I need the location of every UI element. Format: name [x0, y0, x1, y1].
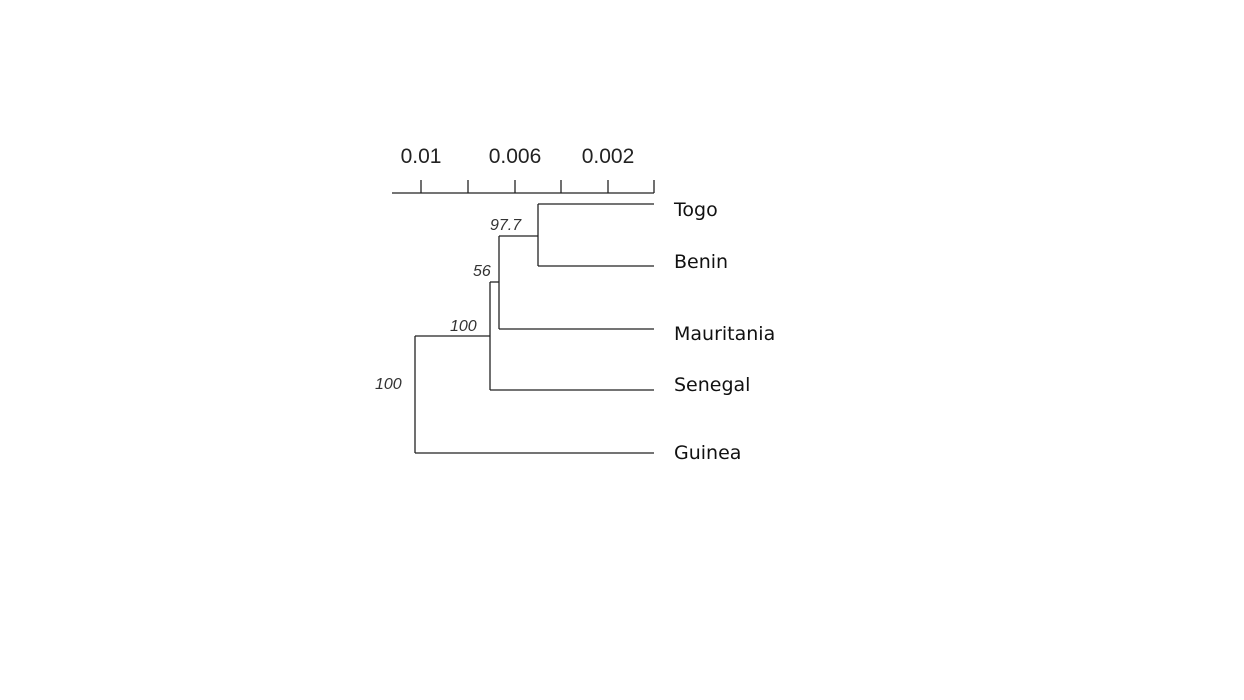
distance-scale: 0.01 0.006 0.002 [392, 145, 655, 194]
taxon-label-mauritania: Mauritania [674, 323, 775, 345]
scale-tick-label: 0.006 [489, 145, 542, 168]
scale-tick-label: 0.002 [582, 145, 635, 168]
support-mauritania-clade: 56 [473, 263, 491, 280]
scale-tick-label: 0.01 [401, 145, 442, 168]
support-togo-benin: 97.7 [490, 217, 522, 234]
support-senegal-clade: 100 [450, 318, 477, 335]
taxon-label-benin: Benin [674, 251, 728, 273]
support-values: 97.7 56 100 100 [375, 217, 522, 393]
support-root: 100 [375, 376, 402, 393]
tree-branches [414, 203, 654, 454]
taxon-labels: Togo Benin Mauritania Senegal Guinea [673, 199, 775, 464]
taxon-label-togo: Togo [673, 199, 718, 221]
taxon-label-senegal: Senegal [674, 374, 750, 396]
taxon-label-guinea: Guinea [674, 442, 741, 464]
